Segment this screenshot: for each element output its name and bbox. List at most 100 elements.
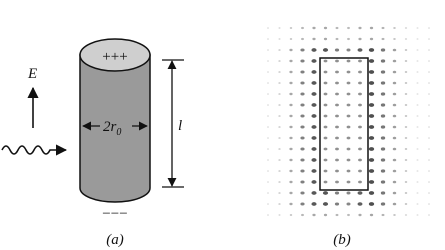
field-dot — [369, 26, 374, 30]
field-dot — [346, 191, 351, 195]
field-dot — [311, 169, 317, 173]
field-dot — [323, 158, 328, 162]
field-dot — [334, 191, 340, 195]
field-dot — [393, 214, 396, 216]
rod-outline — [319, 57, 369, 191]
field-dot — [267, 126, 269, 128]
field-dot — [358, 180, 362, 184]
field-dot — [323, 180, 328, 184]
field-dot — [311, 202, 317, 206]
diameter-sub: 0 — [116, 127, 121, 138]
field-dot — [380, 180, 386, 184]
field-dot — [300, 103, 305, 107]
field-dot — [368, 70, 375, 74]
field-dot — [335, 70, 339, 74]
field-dot — [278, 38, 281, 40]
field-dot — [380, 114, 386, 118]
field-dot — [289, 147, 293, 151]
field-dot — [347, 37, 350, 41]
field-dot — [267, 82, 269, 84]
field-dot — [393, 27, 396, 29]
field-dot — [368, 191, 375, 195]
field-dot — [289, 191, 293, 195]
field-dot — [289, 214, 293, 216]
field-dot — [278, 115, 281, 117]
field-dot — [335, 180, 339, 184]
field-dot — [346, 169, 351, 173]
diameter-label: 2r0 — [103, 119, 121, 138]
field-dot — [381, 37, 385, 41]
field-dot — [300, 191, 305, 195]
field-dot — [392, 114, 397, 118]
field-dot — [368, 103, 375, 107]
field-dot — [267, 60, 269, 62]
bottom-charge: −−− — [102, 206, 127, 222]
field-dot — [289, 38, 293, 40]
field-dot — [347, 213, 350, 217]
field-dot — [392, 169, 397, 173]
field-dot — [311, 59, 317, 63]
field-dot — [368, 147, 375, 151]
field-dot — [404, 49, 408, 51]
field-dot — [334, 48, 340, 52]
field-dot — [267, 115, 269, 117]
field-dot — [428, 170, 430, 172]
field-dot — [346, 158, 351, 162]
field-dot — [416, 137, 419, 139]
field-dot — [381, 26, 385, 30]
field-dot — [278, 27, 281, 29]
cylinder-top — [79, 38, 151, 72]
field-dot — [323, 103, 328, 107]
field-dot — [267, 93, 269, 95]
field-dot — [323, 70, 328, 74]
field-dot — [346, 147, 351, 151]
field-dot — [278, 159, 281, 161]
field-dot — [357, 202, 363, 206]
field-dot — [357, 191, 363, 195]
field-dot — [278, 60, 281, 62]
field-dot — [347, 26, 350, 30]
field-dot — [311, 103, 317, 107]
field-dot — [323, 26, 328, 30]
field-dot — [380, 103, 386, 107]
field-dot — [428, 137, 430, 139]
field-dot — [278, 126, 281, 128]
field-dot — [404, 192, 408, 194]
field-dot — [289, 81, 293, 85]
field-dot — [428, 192, 430, 194]
field-dot — [300, 125, 305, 129]
field-dot — [392, 70, 397, 74]
field-dot — [357, 48, 363, 52]
field-dot — [404, 115, 408, 117]
field-dot — [404, 214, 408, 216]
field-dot — [428, 148, 430, 150]
field-dot — [416, 93, 419, 95]
field-dot — [335, 103, 339, 107]
field-dot — [416, 38, 419, 40]
field-dot — [311, 70, 317, 74]
field-dot — [289, 92, 293, 96]
field-dot — [358, 103, 362, 107]
field-dot — [311, 136, 317, 140]
field-dot — [428, 203, 430, 205]
field-dot — [289, 136, 293, 140]
label-bg — [100, 115, 132, 135]
field-dot — [392, 48, 397, 52]
field-dot — [404, 126, 408, 128]
field-dot — [323, 213, 328, 217]
field-dot — [323, 37, 328, 41]
field-dot — [335, 136, 339, 140]
field-dot — [311, 92, 317, 96]
field-dot — [278, 82, 281, 84]
field-dot — [416, 71, 419, 73]
field-dot — [322, 48, 329, 52]
field-dot — [311, 114, 317, 118]
field-dot — [267, 170, 269, 172]
field-dot — [278, 192, 281, 194]
field-dot — [289, 158, 293, 162]
field-dot — [369, 213, 374, 217]
field-dot — [323, 92, 328, 96]
field-dot — [278, 214, 281, 216]
field-dot — [368, 48, 375, 52]
field-dot — [335, 37, 339, 41]
